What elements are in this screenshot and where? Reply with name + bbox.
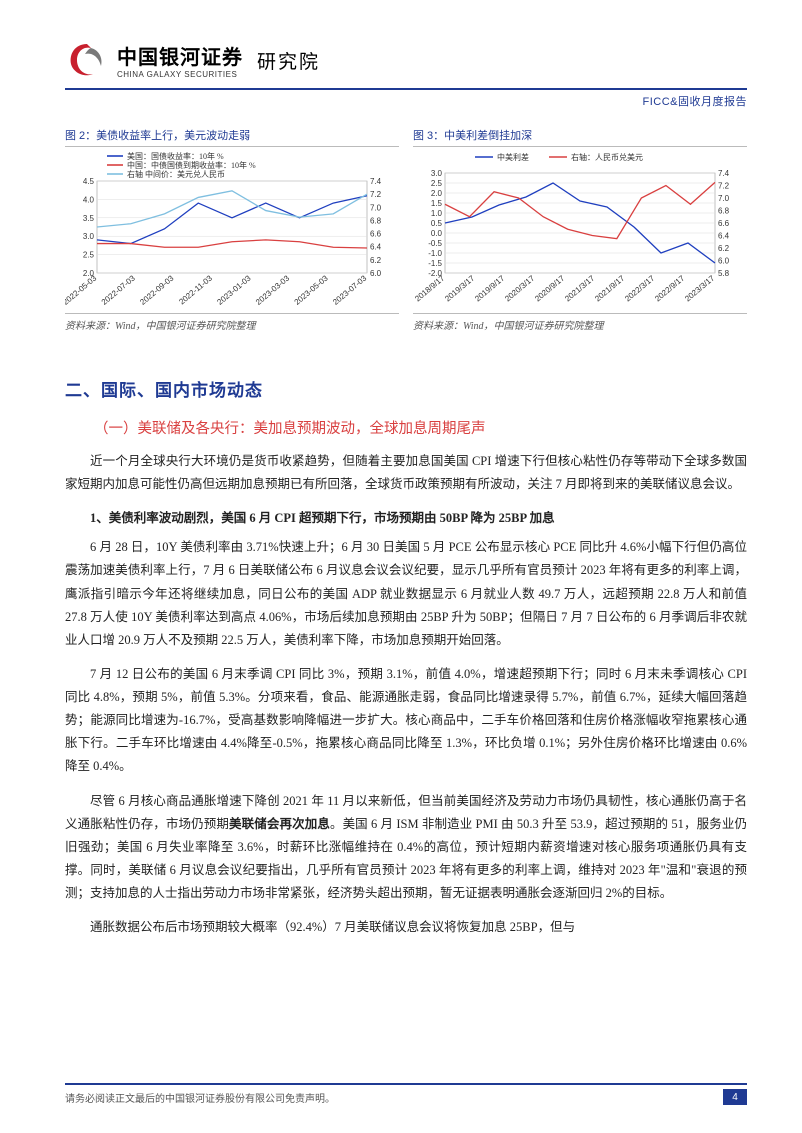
svg-text:2022/9/17: 2022/9/17 [653,273,686,303]
chart-left-title: 图 2：美债收益率上行，美元波动走弱 [65,127,399,147]
charts-row: 图 2：美债收益率上行，美元波动走弱 2.02.53.03.54.04.56.0… [65,127,747,332]
svg-text:2.5: 2.5 [83,251,95,260]
section-heading-1: 二、国际、国内市场动态 [65,376,747,401]
svg-text:7.2: 7.2 [370,190,382,199]
svg-text:7.4: 7.4 [370,177,382,186]
svg-text:6.2: 6.2 [370,256,382,265]
company-name-en: CHINA GALAXY SECURITIES [117,70,243,79]
svg-text:2023/3/17: 2023/3/17 [683,273,716,303]
svg-text:2021/3/17: 2021/3/17 [563,273,596,303]
chart-left-canvas: 2.02.53.03.54.04.56.06.26.46.66.87.07.27… [65,149,399,311]
body-paragraph: 6 月 28 日，10Y 美债利率由 3.71%快速上升；6 月 30 日美国 … [65,536,747,652]
svg-text:2022-07-03: 2022-07-03 [100,273,138,307]
svg-text:1.5: 1.5 [431,199,443,208]
svg-text:-1.0: -1.0 [428,249,442,258]
svg-text:6.8: 6.8 [718,207,730,216]
page-number: 4 [723,1089,747,1105]
svg-text:2023-07-03: 2023-07-03 [331,273,369,307]
svg-text:2.5: 2.5 [431,179,443,188]
svg-text:6.4: 6.4 [718,232,730,241]
svg-text:6.0: 6.0 [370,269,382,278]
svg-text:5.8: 5.8 [718,269,730,278]
svg-text:7.2: 7.2 [718,182,730,191]
body-paragraph: 尽管 6 月核心商品通胀增速下降创 2021 年 11 月以来新低，但当前美国经… [65,790,747,906]
institute-label: 研究院 [257,47,320,74]
chart-right-source: 资料来源：Wind，中国银河证券研究院整理 [413,313,747,332]
svg-text:2021/9/17: 2021/9/17 [593,273,626,303]
page-footer: 请务必阅读正文最后的中国银河证券股份有限公司免责声明。 4 [65,1078,747,1105]
svg-text:3.0: 3.0 [83,232,95,241]
svg-text:2019/9/17: 2019/9/17 [473,273,506,303]
svg-text:3.5: 3.5 [83,214,95,223]
svg-text:2022-05-03: 2022-05-03 [65,273,99,307]
svg-text:6.8: 6.8 [370,216,382,225]
chart-right-title: 图 3：中美利差倒挂加深 [413,127,747,147]
p4-emphasis: 美联储会再次加息 [229,817,330,831]
svg-text:2020/9/17: 2020/9/17 [533,273,566,303]
svg-text:2023-03-03: 2023-03-03 [254,273,292,307]
svg-text:美国：国债收益率：10年 %: 美国：国债收益率：10年 % [127,151,224,161]
svg-text:2020/3/17: 2020/3/17 [503,273,536,303]
header-divider [65,88,747,90]
chart-left-source: 资料来源：Wind，中国银河证券研究院整理 [65,313,399,332]
chart-right: 图 3：中美利差倒挂加深 -2.0-1.5-1.0-0.50.00.51.01.… [413,127,747,332]
svg-text:-0.5: -0.5 [428,239,442,248]
footer-divider [65,1083,747,1085]
subheading-1: 1、美债利率波动剧烈，美国 6 月 CPI 超预期下行，市场预期由 50BP 降… [65,507,747,526]
svg-text:右轴：人民币兑美元: 右轴：人民币兑美元 [571,152,643,162]
svg-text:0.5: 0.5 [431,219,443,228]
svg-text:1.0: 1.0 [431,209,443,218]
svg-text:2023-05-03: 2023-05-03 [293,273,331,307]
svg-text:6.6: 6.6 [370,230,382,239]
chart-right-canvas: -2.0-1.5-1.0-0.50.00.51.01.52.02.53.05.8… [413,149,747,311]
svg-text:4.0: 4.0 [83,195,95,204]
section-heading-2: （一）美联储及各央行：美加息预期波动，全球加息周期尾声 [65,417,747,438]
svg-text:6.6: 6.6 [718,219,730,228]
svg-text:中国：中债国债到期收益率：10年 %: 中国：中债国债到期收益率：10年 % [127,160,256,170]
chart-left: 图 2：美债收益率上行，美元波动走弱 2.02.53.03.54.04.56.0… [65,127,399,332]
svg-text:4.5: 4.5 [83,177,95,186]
svg-text:2022-11-03: 2022-11-03 [177,273,214,306]
svg-text:6.4: 6.4 [370,243,382,252]
svg-text:6.0: 6.0 [718,257,730,266]
svg-text:右轴 中间价：美元兑人民币: 右轴 中间价：美元兑人民币 [127,169,225,179]
svg-text:2019/3/17: 2019/3/17 [443,273,476,303]
svg-text:2.0: 2.0 [431,189,443,198]
body-paragraph: 近一个月全球央行大环境仍是货币收紧趋势，但随着主要加息国美国 CPI 增速下行但… [65,450,747,496]
svg-text:6.2: 6.2 [718,244,730,253]
svg-text:中美利差: 中美利差 [497,152,529,162]
disclaimer-text: 请务必阅读正文最后的中国银河证券股份有限公司免责声明。 [65,1090,335,1105]
report-type-label: FICC&固收月度报告 [65,93,747,109]
svg-text:7.4: 7.4 [718,169,730,178]
company-name-cn: 中国银河证券 [117,41,243,70]
report-header: 中国银河证券 CHINA GALAXY SECURITIES 研究院 [65,38,747,82]
body-paragraph: 7 月 12 日公布的美国 6 月末季调 CPI 同比 3%，预期 3.1%，前… [65,663,747,779]
svg-text:0.0: 0.0 [431,229,443,238]
svg-text:-1.5: -1.5 [428,259,442,268]
logo-swirl-icon [65,38,109,82]
svg-text:7.0: 7.0 [718,194,730,203]
body-paragraph: 通胀数据公布后市场预期较大概率（92.4%）7 月美联储议息会议将恢复加息 25… [65,916,747,939]
svg-text:2022-09-03: 2022-09-03 [138,273,176,307]
svg-text:3.0: 3.0 [431,169,443,178]
svg-text:7.0: 7.0 [370,203,382,212]
svg-text:2023-01-03: 2023-01-03 [215,273,253,307]
svg-text:2022/3/17: 2022/3/17 [623,273,656,303]
company-logo: 中国银河证券 CHINA GALAXY SECURITIES 研究院 [65,38,320,82]
